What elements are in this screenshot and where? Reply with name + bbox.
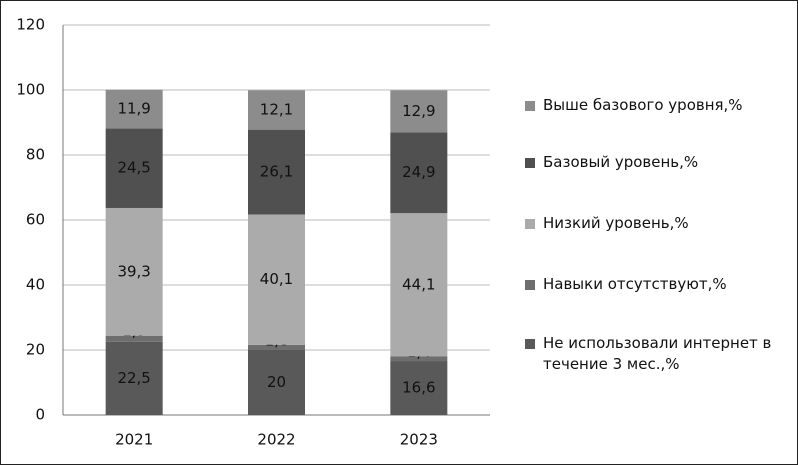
legend-item: Навыки отсутствуют,%: [525, 274, 785, 295]
data-label: 20: [267, 373, 286, 391]
x-tick-label: 2023: [400, 431, 438, 449]
bar-segment: [105, 335, 163, 342]
bar-segment: [390, 361, 448, 415]
legend-label: Базовый уровень,%: [543, 153, 699, 171]
bar-segment: [248, 214, 305, 345]
data-label: 26,1: [260, 163, 293, 181]
bar-segment: [248, 344, 305, 350]
legend-swatch: [525, 101, 535, 111]
data-label: 22,5: [117, 369, 150, 387]
bar-segment: [390, 90, 448, 133]
legend-item: Не использовали интернет в течение 3 мес…: [525, 333, 785, 375]
bar-segment: [105, 207, 163, 336]
data-label: 16,6: [402, 379, 435, 397]
data-label: 12,1: [260, 100, 293, 118]
y-tick-label: 0: [35, 406, 45, 424]
data-label: 24,5: [117, 159, 150, 177]
legend-item: Низкий уровень,%: [525, 213, 785, 234]
bar-segment: [248, 350, 305, 415]
y-tick-label: 60: [26, 211, 45, 229]
data-label: 11,9: [117, 100, 150, 118]
x-tick-label: 2022: [257, 431, 295, 449]
x-tick-label: 2021: [115, 431, 153, 449]
legend-label: Выше базового уровня,%: [543, 96, 743, 114]
data-label: 39,3: [117, 262, 150, 280]
legend-label: Не использовали интернет в течение 3 мес…: [543, 334, 772, 373]
legend-item: Выше базового уровня,%: [525, 95, 785, 116]
bar-segment: [105, 341, 163, 415]
y-tick-label: 80: [26, 146, 45, 164]
legend-swatch: [525, 219, 535, 229]
data-label: 44,1: [402, 275, 435, 293]
bar-segment: [105, 89, 163, 129]
legend-swatch: [525, 339, 535, 349]
legend-item: Базовый уровень,%: [525, 152, 785, 173]
bar-segment: [105, 128, 163, 208]
legend-label: Низкий уровень,%: [543, 214, 689, 232]
y-tick-label: 20: [26, 341, 45, 359]
y-tick-label: 120: [16, 16, 45, 34]
bar-segment: [248, 129, 305, 215]
bar-segment: [390, 132, 448, 214]
legend-swatch: [525, 280, 535, 290]
bar-segment: [390, 213, 448, 357]
bar-segment: [390, 356, 448, 362]
legend-label: Навыки отсутствуют,%: [543, 275, 727, 293]
legend-swatch: [525, 158, 535, 168]
y-tick-label: 40: [26, 276, 45, 294]
y-tick-label: 100: [16, 81, 45, 99]
data-label: 24,9: [402, 163, 435, 181]
data-label: 12,9: [402, 102, 435, 120]
data-label: 40,1: [260, 270, 293, 288]
bar-segment: [248, 90, 305, 130]
